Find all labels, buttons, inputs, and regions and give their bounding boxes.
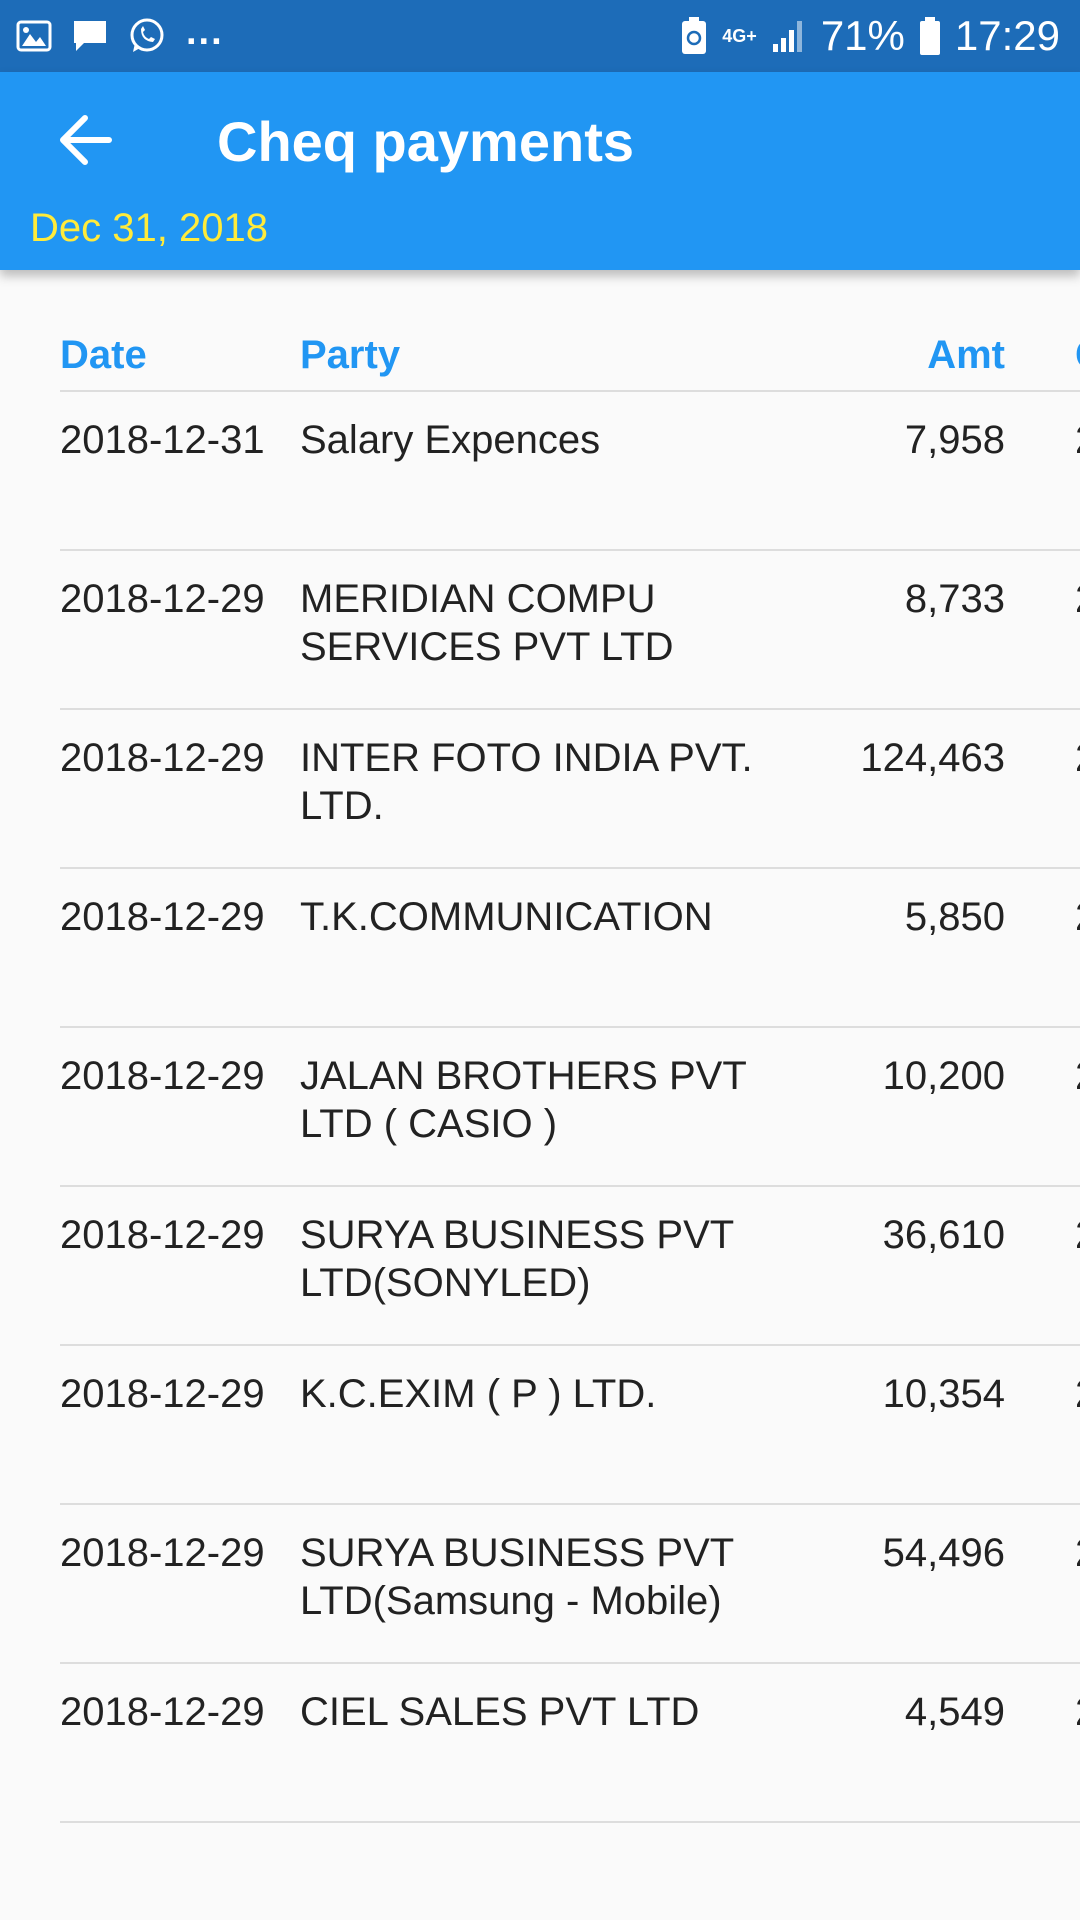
row-extra: 2 xyxy=(1075,734,1080,782)
row-party: K.C.EXIM ( P ) LTD. xyxy=(300,1372,657,1416)
table-row[interactable]: 2018-12-29 INTER FOTO INDIA PVT. LTD. 12… xyxy=(60,710,1080,869)
table-row[interactable]: 2018-12-31 Salary Expences 7,958 2 xyxy=(60,392,1080,551)
payments-table: Date Party Amt C 2018-12-31 Salary Expen… xyxy=(60,330,1080,1823)
row-party: MERIDIAN COMPU SERVICES PVT LTD xyxy=(300,577,674,669)
table-row[interactable]: 2018-12-29 SURYA BUSINESS PVT LTD(SONYLE… xyxy=(60,1187,1080,1346)
message-icon xyxy=(72,19,108,53)
row-extra: 2 xyxy=(1075,893,1080,941)
header-party[interactable]: Party xyxy=(300,333,401,377)
battery-icon xyxy=(919,16,941,56)
row-extra: 2 xyxy=(1075,1529,1080,1577)
row-amount: 4,549 xyxy=(904,1690,1005,1734)
row-date: 2018-12-29 xyxy=(60,895,265,939)
row-extra: 2 xyxy=(1075,1211,1080,1259)
row-extra: 2 xyxy=(1075,416,1080,464)
battery-percent: 71% xyxy=(820,12,905,59)
row-date: 2018-12-29 xyxy=(60,736,265,780)
row-extra: 2 xyxy=(1075,1052,1080,1100)
clock: 17:29 xyxy=(954,12,1060,59)
row-party: CIEL SALES PVT LTD xyxy=(300,1690,700,1734)
signal-icon xyxy=(771,18,807,54)
header-amt[interactable]: Amt xyxy=(927,333,1005,377)
row-date: 2018-12-29 xyxy=(60,577,265,621)
row-amount: 54,496 xyxy=(882,1531,1005,1575)
table-row[interactable]: 2018-12-29 T.K.COMMUNICATION 5,850 2 xyxy=(60,869,1080,1028)
row-party: Salary Expences xyxy=(300,418,601,462)
report-date: Dec 31, 2018 xyxy=(30,206,268,250)
table-row[interactable]: 2018-12-29 JALAN BROTHERS PVT LTD ( CASI… xyxy=(60,1028,1080,1187)
header-date[interactable]: Date xyxy=(60,333,147,377)
row-date: 2018-12-29 xyxy=(60,1372,265,1416)
row-amount: 36,610 xyxy=(882,1213,1005,1257)
row-amount: 5,850 xyxy=(904,895,1005,939)
row-date: 2018-12-29 xyxy=(60,1531,265,1575)
row-amount: 10,200 xyxy=(882,1054,1005,1098)
network-type: 4G+ xyxy=(722,26,757,46)
row-extra: 2 xyxy=(1075,1688,1080,1736)
table-row[interactable]: 2018-12-29 MERIDIAN COMPU SERVICES PVT L… xyxy=(60,551,1080,710)
table-header: Date Party Amt C xyxy=(60,330,1080,392)
row-party: T.K.COMMUNICATION xyxy=(300,895,713,939)
status-left: ... xyxy=(16,0,224,72)
more-notifications: ... xyxy=(186,10,224,53)
row-amount: 8,733 xyxy=(904,577,1005,621)
row-party: SURYA BUSINESS PVT LTD(SONYLED) xyxy=(300,1213,734,1305)
row-extra: 2 xyxy=(1075,1370,1080,1418)
whatsapp-icon xyxy=(128,17,166,55)
page-title: Cheq payments xyxy=(217,110,634,173)
status-bar: ... 4G+ 71% 17:29 xyxy=(0,0,1080,72)
status-right: 4G+ 71% 17:29 xyxy=(680,0,1060,72)
row-date: 2018-12-29 xyxy=(60,1213,265,1257)
row-party: SURYA BUSINESS PVT LTD(Samsung - Mobile) xyxy=(300,1531,734,1623)
row-amount: 7,958 xyxy=(904,418,1005,462)
row-date: 2018-12-29 xyxy=(60,1690,265,1734)
row-party: INTER FOTO INDIA PVT. LTD. xyxy=(300,736,753,828)
battery-saver-icon xyxy=(680,16,708,56)
back-button[interactable] xyxy=(50,108,120,176)
row-date: 2018-12-29 xyxy=(60,1054,265,1098)
table-row[interactable]: 2018-12-29 SURYA BUSINESS PVT LTD(Samsun… xyxy=(60,1505,1080,1664)
table-row[interactable]: 2018-12-29 K.C.EXIM ( P ) LTD. 10,354 2 xyxy=(60,1346,1080,1505)
table-row[interactable]: 2018-12-29 CIEL SALES PVT LTD 4,549 2 xyxy=(60,1664,1080,1823)
header-extra[interactable]: C xyxy=(1075,330,1080,380)
row-extra: 2 xyxy=(1075,575,1080,623)
row-amount: 124,463 xyxy=(860,736,1005,780)
arrow-left-icon xyxy=(57,114,113,171)
image-icon xyxy=(16,20,52,52)
row-amount: 10,354 xyxy=(882,1372,1005,1416)
row-party: JALAN BROTHERS PVT LTD ( CASIO ) xyxy=(300,1054,747,1146)
row-date: 2018-12-31 xyxy=(60,418,265,462)
app-bar: Cheq payments Dec 31, 2018 xyxy=(0,72,1080,270)
